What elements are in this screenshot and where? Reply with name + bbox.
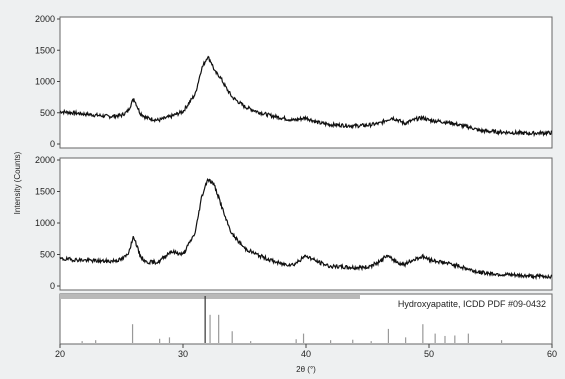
bottom-plot-frame <box>59 157 553 291</box>
y-tick-label: 2000 <box>35 14 55 24</box>
top-plot-frame <box>59 16 553 149</box>
top-y-ticks: 0 500 1000 1500 2000 <box>35 14 60 149</box>
x-tick-label: 50 <box>424 349 434 359</box>
reference-label: Hydroxyapatite, ICDD PDF #09-0432 <box>398 299 546 309</box>
top-diffraction-trace <box>59 55 553 138</box>
y-tick-label: 0 <box>50 281 55 291</box>
bottom-diffraction-trace <box>59 177 553 281</box>
x-tick-label: 40 <box>301 349 311 359</box>
reference-panel: Hydroxyapatite, ICDD PDF #09-0432 <box>59 293 553 345</box>
y-tick-label: 1000 <box>35 218 55 228</box>
x-tick-label: 20 <box>55 349 65 359</box>
top-panel: 0 500 1000 1500 2000 <box>35 14 553 149</box>
reference-sticks <box>81 296 503 343</box>
y-tick-label: 1000 <box>35 77 55 87</box>
reference-band <box>60 294 360 299</box>
y-tick-label: 1500 <box>35 187 55 197</box>
reference-plot-frame <box>59 293 553 345</box>
bottom-panel: 0 500 1000 1500 2000 <box>35 155 553 291</box>
x-tick-label: 60 <box>547 349 557 359</box>
x-axis-label: 2θ (°) <box>296 365 316 374</box>
y-axis-label: Intensity (Counts) <box>13 151 22 214</box>
bottom-y-ticks: 0 500 1000 1500 2000 <box>35 155 60 291</box>
y-tick-label: 500 <box>40 108 55 118</box>
y-tick-label: 1500 <box>35 45 55 55</box>
y-tick-label: 500 <box>40 250 55 260</box>
y-tick-label: 2000 <box>35 155 55 165</box>
x-tick-label: 30 <box>178 349 188 359</box>
x-axis-ticks: 20 30 40 50 60 <box>55 344 557 359</box>
y-tick-label: 0 <box>50 139 55 149</box>
